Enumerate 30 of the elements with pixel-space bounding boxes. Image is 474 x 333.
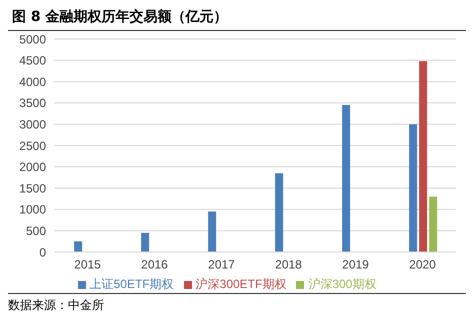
y-tick-label: 4000: [19, 74, 46, 89]
bar: [208, 212, 216, 252]
y-tick-label: 1000: [19, 202, 46, 217]
y-tick-label: 2500: [19, 138, 46, 153]
x-tick-label: 2016: [141, 258, 168, 272]
y-tick-label: 0: [39, 245, 46, 260]
chart-title: 图 8 金融期权历年交易额（亿元）: [8, 8, 466, 31]
bar: [141, 232, 150, 252]
y-tick-label: 3500: [19, 96, 46, 110]
x-tick-label: 2015: [74, 258, 102, 272]
legend-label: 上证50ETF期权: [90, 277, 174, 291]
legend-label: 沪深300ETF期权: [196, 277, 286, 291]
y-tick-label: 1500: [19, 181, 46, 196]
x-tick-label: 2019: [342, 258, 370, 272]
bar: [419, 61, 428, 252]
source-note: 数据来源：中金所: [8, 297, 105, 314]
x-tick-label: 2017: [208, 258, 236, 272]
bar: [74, 241, 82, 252]
bar: [429, 196, 438, 252]
y-tick-label: 5000: [19, 32, 46, 46]
y-tick-label: 4500: [19, 54, 46, 68]
bar: [409, 124, 418, 252]
legend-label: 沪深300期权: [308, 277, 376, 291]
y-tick-label: 2000: [19, 160, 46, 174]
bar: [342, 105, 350, 252]
y-tick-label: 500: [26, 224, 46, 238]
bar: [275, 173, 284, 252]
y-tick-label: 3000: [19, 117, 46, 132]
x-tick-label: 2020: [409, 258, 436, 272]
x-tick-label: 2018: [275, 258, 302, 272]
